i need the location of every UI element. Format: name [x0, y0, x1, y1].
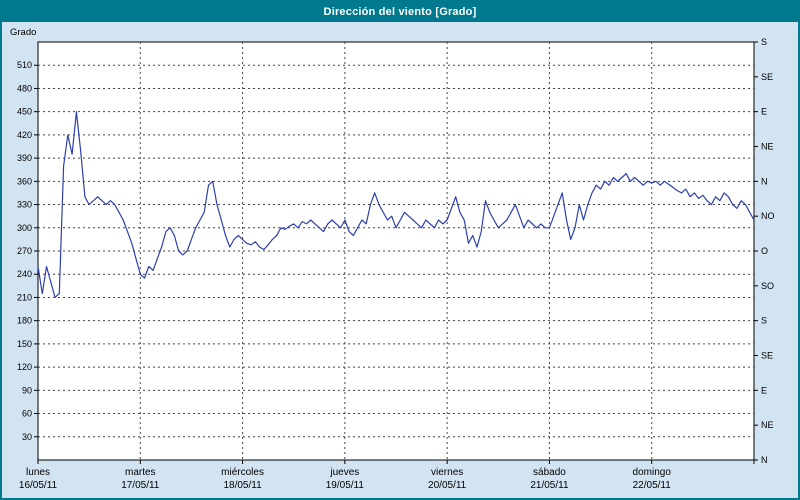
wind-direction-chart: 30 60 90 120 150 180 210 240 270 300 330 360 390 420 4…	[10, 27, 775, 491]
y-tick-label: 240	[17, 269, 32, 279]
y-tick-label: 450	[17, 107, 32, 117]
y-tick-label: 150	[17, 339, 32, 349]
compass-label: NE	[761, 420, 774, 430]
chart-title: Dirección del viento [Grado]	[323, 6, 477, 18]
day-name-label: martes	[125, 467, 156, 478]
y-tick-label: 270	[17, 246, 32, 256]
compass-label: N	[761, 176, 768, 186]
y-tick-label: 60	[22, 409, 32, 419]
compass-label: NE	[761, 142, 774, 152]
y-tick-label: 390	[17, 153, 32, 163]
compass-label: SO	[761, 281, 774, 291]
compass-label: S	[761, 316, 767, 326]
day-date-label: 20/05/11	[428, 480, 467, 491]
y-tick-label: 90	[22, 385, 32, 395]
y-tick-label: 300	[17, 223, 32, 233]
y-tick-label: 210	[17, 292, 32, 302]
y-tick-label: 180	[17, 316, 32, 326]
y-tick-label: 480	[17, 83, 32, 93]
y-tick-label: 120	[17, 362, 32, 372]
compass-label: SE	[761, 72, 773, 82]
day-name-label: viernes	[431, 467, 463, 478]
day-date-label: 16/05/11	[19, 480, 58, 491]
y-tick-label: 420	[17, 130, 32, 140]
day-date-label: 19/05/11	[326, 480, 365, 491]
day-date-label: 21/05/11	[530, 480, 569, 491]
day-name-label: miércoles	[221, 467, 264, 478]
y-tick-label: 510	[17, 60, 32, 70]
day-date-label: 22/05/11	[633, 480, 672, 491]
compass-label: E	[761, 107, 767, 117]
plot-area	[37, 41, 755, 461]
wind-direction-series-line	[37, 111, 755, 298]
y-tick-label: 360	[17, 176, 32, 186]
y-axis-title: Grado	[10, 27, 36, 38]
y-tick-label: 330	[17, 200, 32, 210]
y-tick-label: 30	[22, 432, 32, 442]
day-name-label: jueves	[329, 467, 359, 478]
day-name-label: domingo	[633, 467, 672, 478]
chart-title-bar: Dirección del viento [Grado]	[2, 2, 798, 22]
day-date-label: 18/05/11	[223, 480, 262, 491]
compass-label: S	[761, 37, 767, 47]
compass-label: O	[761, 246, 768, 256]
compass-label: SE	[761, 351, 773, 361]
compass-label: E	[761, 385, 767, 395]
day-date-label: 17/05/11	[121, 480, 160, 491]
day-name-label: lunes	[26, 467, 50, 478]
compass-label: NO	[761, 211, 775, 221]
day-name-label: sábado	[533, 467, 566, 478]
compass-label: N	[761, 455, 768, 465]
